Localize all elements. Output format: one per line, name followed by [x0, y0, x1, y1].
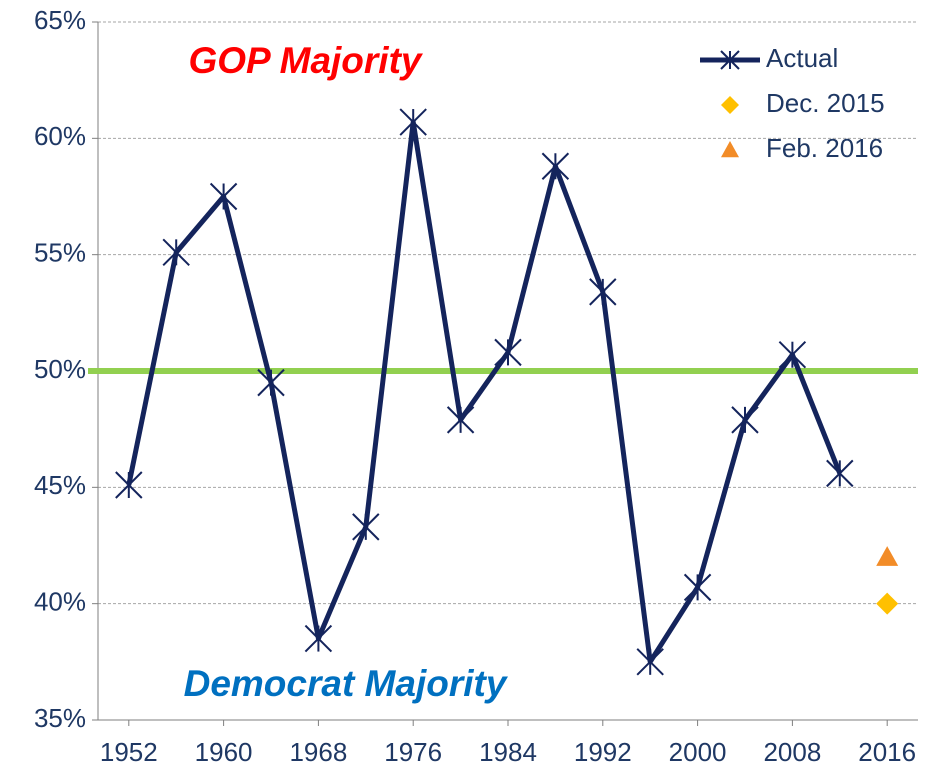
marker: [721, 96, 739, 114]
marker: [683, 573, 712, 602]
x-tick-label: 2000: [669, 737, 727, 767]
marker: [589, 278, 617, 306]
annotation: Democrat Majority: [184, 663, 509, 704]
y-tick-label: 55%: [34, 238, 86, 268]
marker: [399, 108, 427, 136]
y-tick-label: 45%: [34, 470, 86, 500]
x-tick-label: 1952: [100, 737, 158, 767]
y-tick-label: 65%: [34, 5, 86, 35]
marker: [778, 341, 807, 369]
marker: [876, 592, 899, 615]
x-tick-label: 1968: [289, 737, 347, 767]
y-tick-label: 40%: [34, 587, 86, 617]
y-tick-label: 60%: [34, 121, 86, 151]
annotation: GOP Majority: [188, 40, 423, 81]
x-tick-label: 2016: [858, 737, 916, 767]
legend-label: Dec. 2015: [766, 88, 885, 118]
series-line: [126, 119, 843, 665]
marker: [257, 368, 285, 397]
legend-label: Feb. 2016: [766, 133, 883, 163]
x-tick-label: 1984: [479, 737, 537, 767]
marker: [494, 338, 522, 367]
marker: [636, 648, 664, 676]
marker: [826, 459, 854, 488]
marker: [731, 406, 759, 434]
marker: [352, 513, 380, 541]
y-tick-label: 50%: [34, 354, 86, 384]
marker: [446, 406, 475, 434]
marker: [720, 50, 740, 70]
marker: [541, 152, 570, 180]
marker: [115, 471, 143, 499]
marker: [721, 141, 739, 158]
x-tick-label: 2008: [763, 737, 821, 767]
y-tick-label: 35%: [34, 703, 86, 733]
x-tick-label: 1992: [574, 737, 632, 767]
x-tick-label: 1976: [384, 737, 442, 767]
legend-label: Actual: [766, 43, 838, 73]
marker: [304, 624, 333, 653]
marker: [209, 182, 238, 211]
marker: [876, 546, 899, 566]
x-tick-label: 1960: [195, 737, 253, 767]
marker: [162, 238, 190, 267]
